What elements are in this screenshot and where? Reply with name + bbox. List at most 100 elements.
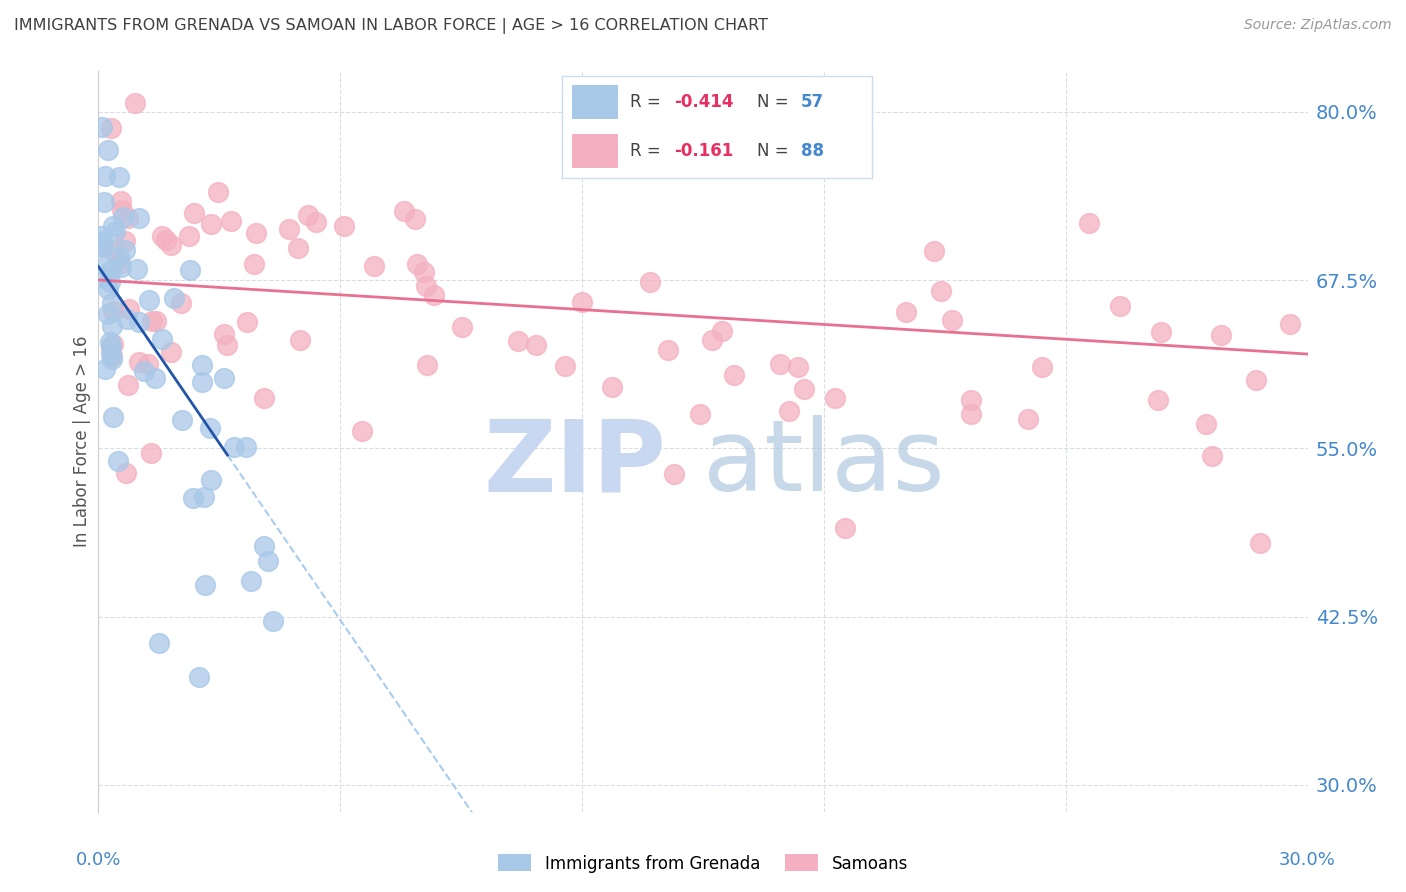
Point — [245, 227, 267, 241]
Point — [778, 403, 800, 417]
Point — [1201, 449, 1223, 463]
Point — [1077, 216, 1099, 230]
Point — [100, 296, 122, 310]
Text: 30.0%: 30.0% — [1279, 851, 1336, 869]
Text: 0.0%: 0.0% — [76, 851, 121, 869]
Point — [110, 260, 132, 275]
Point — [212, 371, 235, 385]
Point — [100, 262, 122, 277]
Point — [960, 392, 983, 407]
Point — [100, 341, 122, 355]
Point — [638, 275, 661, 289]
Point — [297, 208, 319, 222]
Point — [198, 421, 221, 435]
Point — [127, 261, 149, 276]
Point — [110, 256, 132, 270]
Point — [128, 211, 150, 225]
Point — [111, 203, 134, 218]
Point — [350, 424, 373, 438]
Point — [405, 257, 427, 271]
Point — [235, 315, 257, 329]
Point — [150, 332, 173, 346]
Point — [107, 454, 129, 468]
Point — [100, 319, 122, 334]
Bar — [572, 135, 619, 168]
Point — [1147, 393, 1170, 408]
Point — [222, 440, 245, 454]
Text: -0.414: -0.414 — [673, 93, 734, 111]
Point — [97, 143, 120, 157]
Point — [93, 362, 115, 376]
Text: N =: N = — [758, 93, 794, 111]
Point — [689, 407, 711, 421]
Point — [117, 211, 139, 225]
Point — [278, 222, 301, 236]
Point — [392, 204, 415, 219]
Point — [235, 440, 257, 454]
Point — [98, 276, 121, 290]
Point — [103, 303, 125, 318]
Point — [107, 170, 129, 185]
Point — [200, 217, 222, 231]
Point — [786, 360, 808, 375]
Point — [104, 225, 127, 239]
Point — [243, 257, 266, 271]
Point — [960, 407, 983, 421]
Text: 57: 57 — [800, 93, 824, 111]
Point — [1031, 359, 1053, 374]
Point — [132, 364, 155, 378]
Point — [160, 237, 183, 252]
Legend: Immigrants from Grenada, Samoans: Immigrants from Grenada, Samoans — [491, 847, 915, 880]
Text: R =: R = — [630, 93, 666, 111]
Point — [155, 233, 177, 247]
Point — [554, 359, 576, 373]
Point — [929, 284, 952, 298]
Point — [413, 265, 436, 279]
Point — [1244, 373, 1267, 387]
Point — [101, 409, 124, 424]
Point — [139, 446, 162, 460]
Text: atlas: atlas — [703, 416, 945, 512]
Point — [423, 288, 446, 302]
Point — [100, 120, 122, 135]
Point — [138, 357, 160, 371]
Point — [93, 194, 115, 209]
Point — [93, 239, 115, 253]
Point — [263, 614, 285, 628]
Point — [117, 378, 139, 392]
Text: -0.161: -0.161 — [673, 142, 733, 161]
Point — [101, 244, 124, 258]
Point — [207, 185, 229, 199]
Point — [702, 333, 724, 347]
Point — [97, 282, 120, 296]
Point — [711, 324, 734, 338]
Point — [1209, 327, 1232, 342]
Point — [115, 466, 138, 480]
Point — [200, 473, 222, 487]
Point — [768, 357, 790, 371]
Point — [287, 241, 309, 255]
Point — [288, 333, 311, 347]
Point — [183, 206, 205, 220]
Point — [128, 315, 150, 329]
Point — [1195, 417, 1218, 431]
Point — [191, 359, 214, 373]
Point — [91, 269, 114, 284]
Point — [177, 229, 200, 244]
Point — [101, 349, 124, 363]
Point — [333, 219, 356, 233]
Point — [404, 211, 426, 226]
Point — [150, 228, 173, 243]
Point — [90, 240, 112, 254]
Point — [94, 259, 117, 273]
Point — [101, 337, 124, 351]
Point — [110, 194, 132, 208]
Point — [118, 302, 141, 317]
Point — [191, 375, 214, 389]
Point — [124, 95, 146, 110]
Point — [114, 234, 136, 248]
Point — [145, 314, 167, 328]
Point — [571, 295, 593, 310]
Point — [179, 262, 201, 277]
Point — [723, 368, 745, 383]
